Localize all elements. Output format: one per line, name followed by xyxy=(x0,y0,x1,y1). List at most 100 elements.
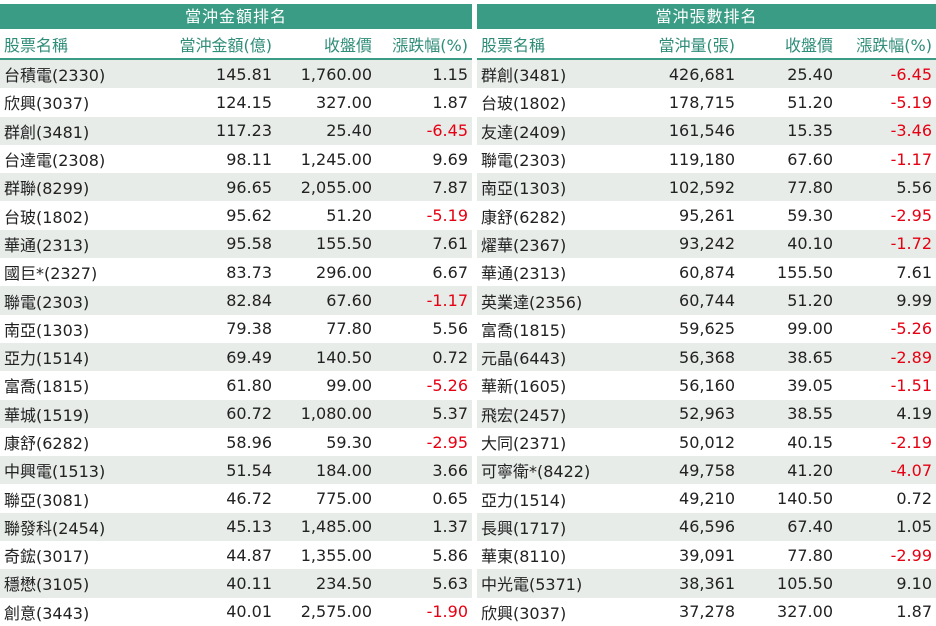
table-row: 亞力(1514) 49,210 140.50 0.72 xyxy=(477,484,936,513)
cell-change-pct: 3.66 xyxy=(376,456,472,485)
cell-value: 161,546 xyxy=(617,116,739,145)
table-header-row: 股票名稱 當沖金額(億) 收盤價 漲跌幅(%) xyxy=(0,29,472,60)
cell-close-price: 51.20 xyxy=(739,286,837,315)
table-row: 元晶(6443) 56,368 38.65 -2.89 xyxy=(477,342,936,372)
cell-value: 79.38 xyxy=(138,314,276,343)
cell-change-pct: -1.90 xyxy=(376,597,472,626)
table-row: 台達電(2308) 98.11 1,245.00 9.69 xyxy=(0,144,472,174)
cell-change-pct: -6.45 xyxy=(376,116,472,145)
cell-change-pct: -5.19 xyxy=(837,88,936,117)
cell-value: 98.11 xyxy=(138,144,276,174)
cell-change-pct: 9.69 xyxy=(376,144,472,174)
cell-change-pct: 1.15 xyxy=(376,59,472,89)
cell-change-pct: 5.56 xyxy=(376,314,472,343)
cell-change-pct: -6.45 xyxy=(837,59,936,89)
cell-close-price: 1,245.00 xyxy=(276,144,376,174)
cell-value: 145.81 xyxy=(138,59,276,89)
cell-value: 56,368 xyxy=(617,342,739,372)
table-row: 華東(8110) 39,091 77.80 -2.99 xyxy=(477,541,936,570)
table-row: 聯亞(3081) 46.72 775.00 0.65 xyxy=(0,484,472,513)
cell-value: 82.84 xyxy=(138,286,276,315)
cell-value: 51.54 xyxy=(138,456,276,485)
page: 當沖金額排名 股票名稱 當沖金額(億) 收盤價 漲跌幅(%) 台積電(2330)… xyxy=(0,4,936,623)
daytrade-amount-table: 股票名稱 當沖金額(億) 收盤價 漲跌幅(%) 台積電(2330) 145.81 1… xyxy=(0,29,472,626)
table-row: 台積電(2330) 145.81 1,760.00 1.15 xyxy=(0,59,472,89)
cell-close-price: 327.00 xyxy=(276,88,376,117)
cell-change-pct: 9.99 xyxy=(837,286,936,315)
table-row: 台玻(1802) 178,715 51.20 -5.19 xyxy=(477,88,936,117)
cell-stock-name: 康舒(6282) xyxy=(0,427,138,457)
cell-stock-name: 台達電(2308) xyxy=(0,144,138,174)
cell-stock-name: 聯亞(3081) xyxy=(0,484,138,513)
cell-stock-name: 群創(3481) xyxy=(0,116,138,145)
cell-close-price: 296.00 xyxy=(276,258,376,287)
cell-stock-name: 穩懋(3105) xyxy=(0,569,138,598)
cell-change-pct: 1.87 xyxy=(376,88,472,117)
cell-stock-name: 飛宏(2457) xyxy=(477,399,617,428)
cell-stock-name: 富喬(1815) xyxy=(477,314,617,343)
table-row: 長興(1717) 46,596 67.40 1.05 xyxy=(477,512,936,542)
cell-value: 50,012 xyxy=(617,427,739,457)
cell-value: 119,180 xyxy=(617,144,739,174)
cell-value: 40.11 xyxy=(138,569,276,598)
cell-close-price: 67.40 xyxy=(739,512,837,542)
cell-value: 60,744 xyxy=(617,286,739,315)
cell-close-price: 67.60 xyxy=(739,144,837,174)
cell-stock-name: 亞力(1514) xyxy=(0,342,138,372)
cell-value: 69.49 xyxy=(138,342,276,372)
cell-stock-name: 群創(3481) xyxy=(477,59,617,89)
cell-change-pct: -5.19 xyxy=(376,201,472,230)
cell-close-price: 59.30 xyxy=(276,427,376,457)
cell-close-price: 155.50 xyxy=(276,229,376,259)
cell-stock-name: 長興(1717) xyxy=(477,512,617,542)
column-header-change: 漲跌幅(%) xyxy=(837,29,936,60)
daytrade-amount-title: 當沖金額排名 xyxy=(0,4,472,29)
cell-close-price: 1,760.00 xyxy=(276,59,376,89)
cell-change-pct: 4.19 xyxy=(837,399,936,428)
cell-value: 52,963 xyxy=(617,399,739,428)
cell-close-price: 140.50 xyxy=(276,342,376,372)
cell-change-pct: 1.87 xyxy=(837,597,936,626)
cell-value: 426,681 xyxy=(617,59,739,89)
cell-change-pct: 5.63 xyxy=(376,569,472,598)
cell-change-pct: -2.19 xyxy=(837,427,936,457)
cell-change-pct: 7.87 xyxy=(376,173,472,202)
cell-stock-name: 創意(3443) xyxy=(0,597,138,626)
cell-value: 178,715 xyxy=(617,88,739,117)
table-row: 富喬(1815) 61.80 99.00 -5.26 xyxy=(0,371,472,400)
cell-stock-name: 亞力(1514) xyxy=(477,484,617,513)
cell-value: 56,160 xyxy=(617,371,739,400)
cell-value: 102,592 xyxy=(617,173,739,202)
table-row: 國巨*(2327) 83.73 296.00 6.67 xyxy=(0,258,472,287)
cell-change-pct: -2.95 xyxy=(376,427,472,457)
cell-stock-name: 聯發科(2454) xyxy=(0,512,138,542)
cell-stock-name: 華東(8110) xyxy=(477,541,617,570)
cell-stock-name: 南亞(1303) xyxy=(477,173,617,202)
cell-value: 95.58 xyxy=(138,229,276,259)
cell-value: 61.80 xyxy=(138,371,276,400)
table-row: 華城(1519) 60.72 1,080.00 5.37 xyxy=(0,399,472,428)
cell-close-price: 77.80 xyxy=(739,173,837,202)
table-row: 創意(3443) 40.01 2,575.00 -1.90 xyxy=(0,597,472,626)
cell-stock-name: 英業達(2356) xyxy=(477,286,617,315)
cell-stock-name: 南亞(1303) xyxy=(0,314,138,343)
cell-value: 58.96 xyxy=(138,427,276,457)
table-row: 中興電(1513) 51.54 184.00 3.66 xyxy=(0,456,472,485)
cell-stock-name: 大同(2371) xyxy=(477,427,617,457)
table-row: 欣興(3037) 124.15 327.00 1.87 xyxy=(0,88,472,117)
table-row: 群創(3481) 426,681 25.40 -6.45 xyxy=(477,59,936,89)
cell-value: 60.72 xyxy=(138,399,276,428)
cell-stock-name: 華城(1519) xyxy=(0,399,138,428)
cell-value: 60,874 xyxy=(617,258,739,287)
cell-close-price: 15.35 xyxy=(739,116,837,145)
cell-stock-name: 聯電(2303) xyxy=(0,286,138,315)
table-row: 欣興(3037) 37,278 327.00 1.87 xyxy=(477,597,936,626)
cell-close-price: 155.50 xyxy=(739,258,837,287)
table-row: 群聯(8299) 96.65 2,055.00 7.87 xyxy=(0,173,472,202)
cell-close-price: 38.55 xyxy=(739,399,837,428)
cell-stock-name: 華通(2313) xyxy=(0,229,138,259)
cell-value: 44.87 xyxy=(138,541,276,570)
table-row: 群創(3481) 117.23 25.40 -6.45 xyxy=(0,116,472,145)
cell-stock-name: 聯電(2303) xyxy=(477,144,617,174)
cell-stock-name: 欣興(3037) xyxy=(0,88,138,117)
